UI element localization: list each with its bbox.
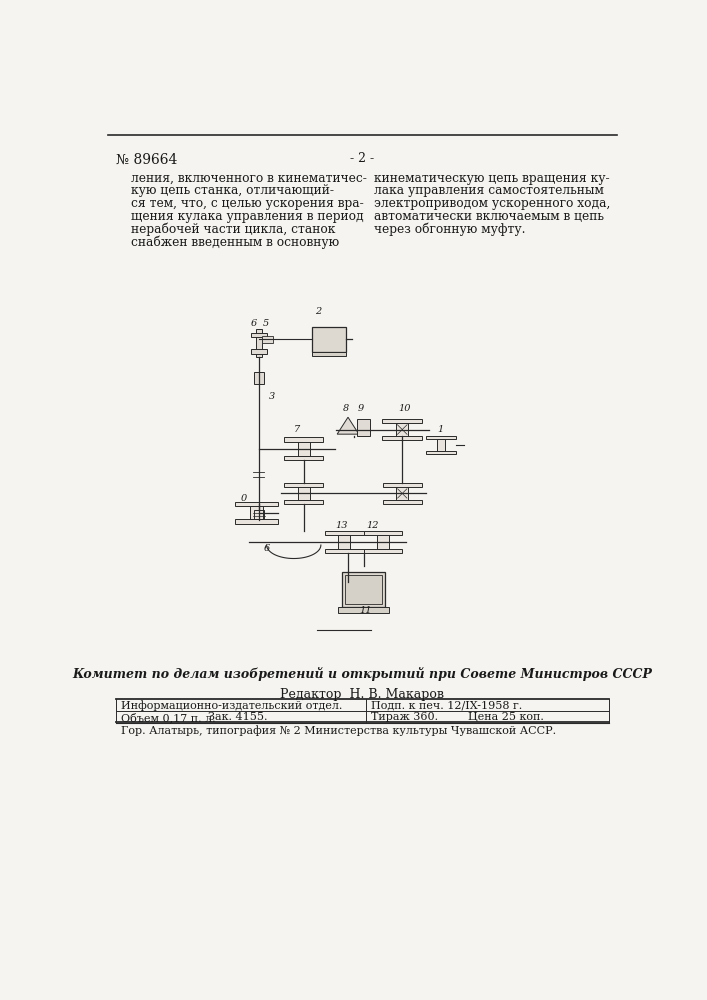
Text: 12: 12: [366, 521, 378, 530]
Bar: [251, 333, 267, 337]
Text: кую цепь станка, отличающий-: кую цепь станка, отличающий-: [131, 184, 334, 197]
Bar: [426, 451, 456, 454]
Bar: [298, 486, 310, 500]
Bar: [235, 519, 279, 524]
Bar: [382, 436, 422, 440]
Bar: [383, 500, 421, 504]
Bar: [298, 441, 310, 456]
Bar: [262, 336, 273, 343]
Bar: [255, 372, 264, 384]
Text: автоматически включаемым в цепь: автоматически включаемым в цепь: [373, 210, 604, 223]
Bar: [255, 510, 264, 519]
Text: Комитет по делам изобретений и открытий при Совете Министров СССР: Комитет по делам изобретений и открытий …: [72, 667, 652, 681]
Text: 7: 7: [293, 425, 300, 434]
Text: - 2 -: - 2 -: [350, 152, 374, 165]
Text: 1: 1: [437, 425, 443, 434]
Bar: [342, 572, 385, 607]
Text: кинематическую цепь вращения ку-: кинематическую цепь вращения ку-: [373, 172, 609, 185]
Text: Информационно-издательский отдел.: Информационно-издательский отдел.: [121, 701, 342, 711]
Bar: [339, 535, 350, 549]
Bar: [284, 483, 323, 487]
Bar: [256, 329, 262, 357]
Bar: [284, 500, 323, 504]
Text: Объем 0,17 п. л.: Объем 0,17 п. л.: [121, 712, 216, 723]
Bar: [284, 456, 323, 460]
Bar: [251, 349, 267, 354]
Text: щения кулака управления в период: щения кулака управления в период: [131, 210, 363, 223]
Text: 13: 13: [336, 521, 348, 530]
Text: 3: 3: [269, 392, 275, 401]
Text: Гор. Алатырь, типография № 2 Министерства культуры Чувашской АССР.: Гор. Алатырь, типография № 2 Министерств…: [121, 725, 556, 736]
Text: Редактор  Н. В. Макаров: Редактор Н. В. Макаров: [280, 688, 444, 701]
Text: лака управления самостоятельным: лака управления самостоятельным: [373, 184, 604, 197]
Bar: [284, 437, 323, 442]
Text: электроприводом ускоренного хода,: электроприводом ускоренного хода,: [373, 197, 610, 210]
Text: 11: 11: [360, 606, 372, 615]
Bar: [325, 549, 363, 553]
Text: 10: 10: [398, 404, 411, 413]
Text: Подп. к печ. 12/IX-1958 г.: Подп. к печ. 12/IX-1958 г.: [371, 701, 522, 711]
Text: 6: 6: [250, 319, 257, 328]
Text: 8: 8: [343, 404, 349, 413]
Bar: [377, 535, 389, 549]
Bar: [357, 419, 370, 436]
Bar: [383, 483, 421, 487]
Bar: [312, 352, 346, 356]
Text: 2: 2: [315, 307, 322, 316]
Text: Тираж 360.: Тираж 360.: [371, 712, 438, 722]
Bar: [397, 486, 408, 500]
Bar: [426, 436, 456, 439]
Text: Зак. 4155.: Зак. 4155.: [209, 712, 268, 722]
Bar: [382, 419, 422, 423]
Text: через обгонную муфту.: через обгонную муфту.: [373, 222, 525, 236]
Bar: [312, 327, 346, 352]
Bar: [396, 423, 409, 437]
Text: нерабочей части цикла, станок: нерабочей части цикла, станок: [131, 222, 335, 236]
Text: снабжен введенным в основную: снабжен введенным в основную: [131, 235, 339, 249]
Bar: [339, 607, 389, 613]
Bar: [325, 531, 363, 535]
Text: 5: 5: [263, 319, 269, 328]
Text: ления, включенного в кинематичес-: ления, включенного в кинематичес-: [131, 172, 367, 185]
Bar: [235, 502, 279, 506]
Text: ся тем, что, с целью ускорения вра-: ся тем, что, с целью ускорения вра-: [131, 197, 363, 210]
Text: 6: 6: [264, 544, 270, 553]
Bar: [363, 531, 402, 535]
Bar: [437, 439, 445, 451]
Text: Цена 25 коп.: Цена 25 коп.: [468, 712, 544, 722]
Text: № 89664: № 89664: [115, 152, 177, 166]
Bar: [363, 549, 402, 553]
Text: 9: 9: [358, 404, 364, 413]
Text: 0: 0: [241, 494, 247, 503]
Bar: [345, 575, 382, 604]
Bar: [250, 506, 263, 520]
Polygon shape: [337, 417, 359, 434]
